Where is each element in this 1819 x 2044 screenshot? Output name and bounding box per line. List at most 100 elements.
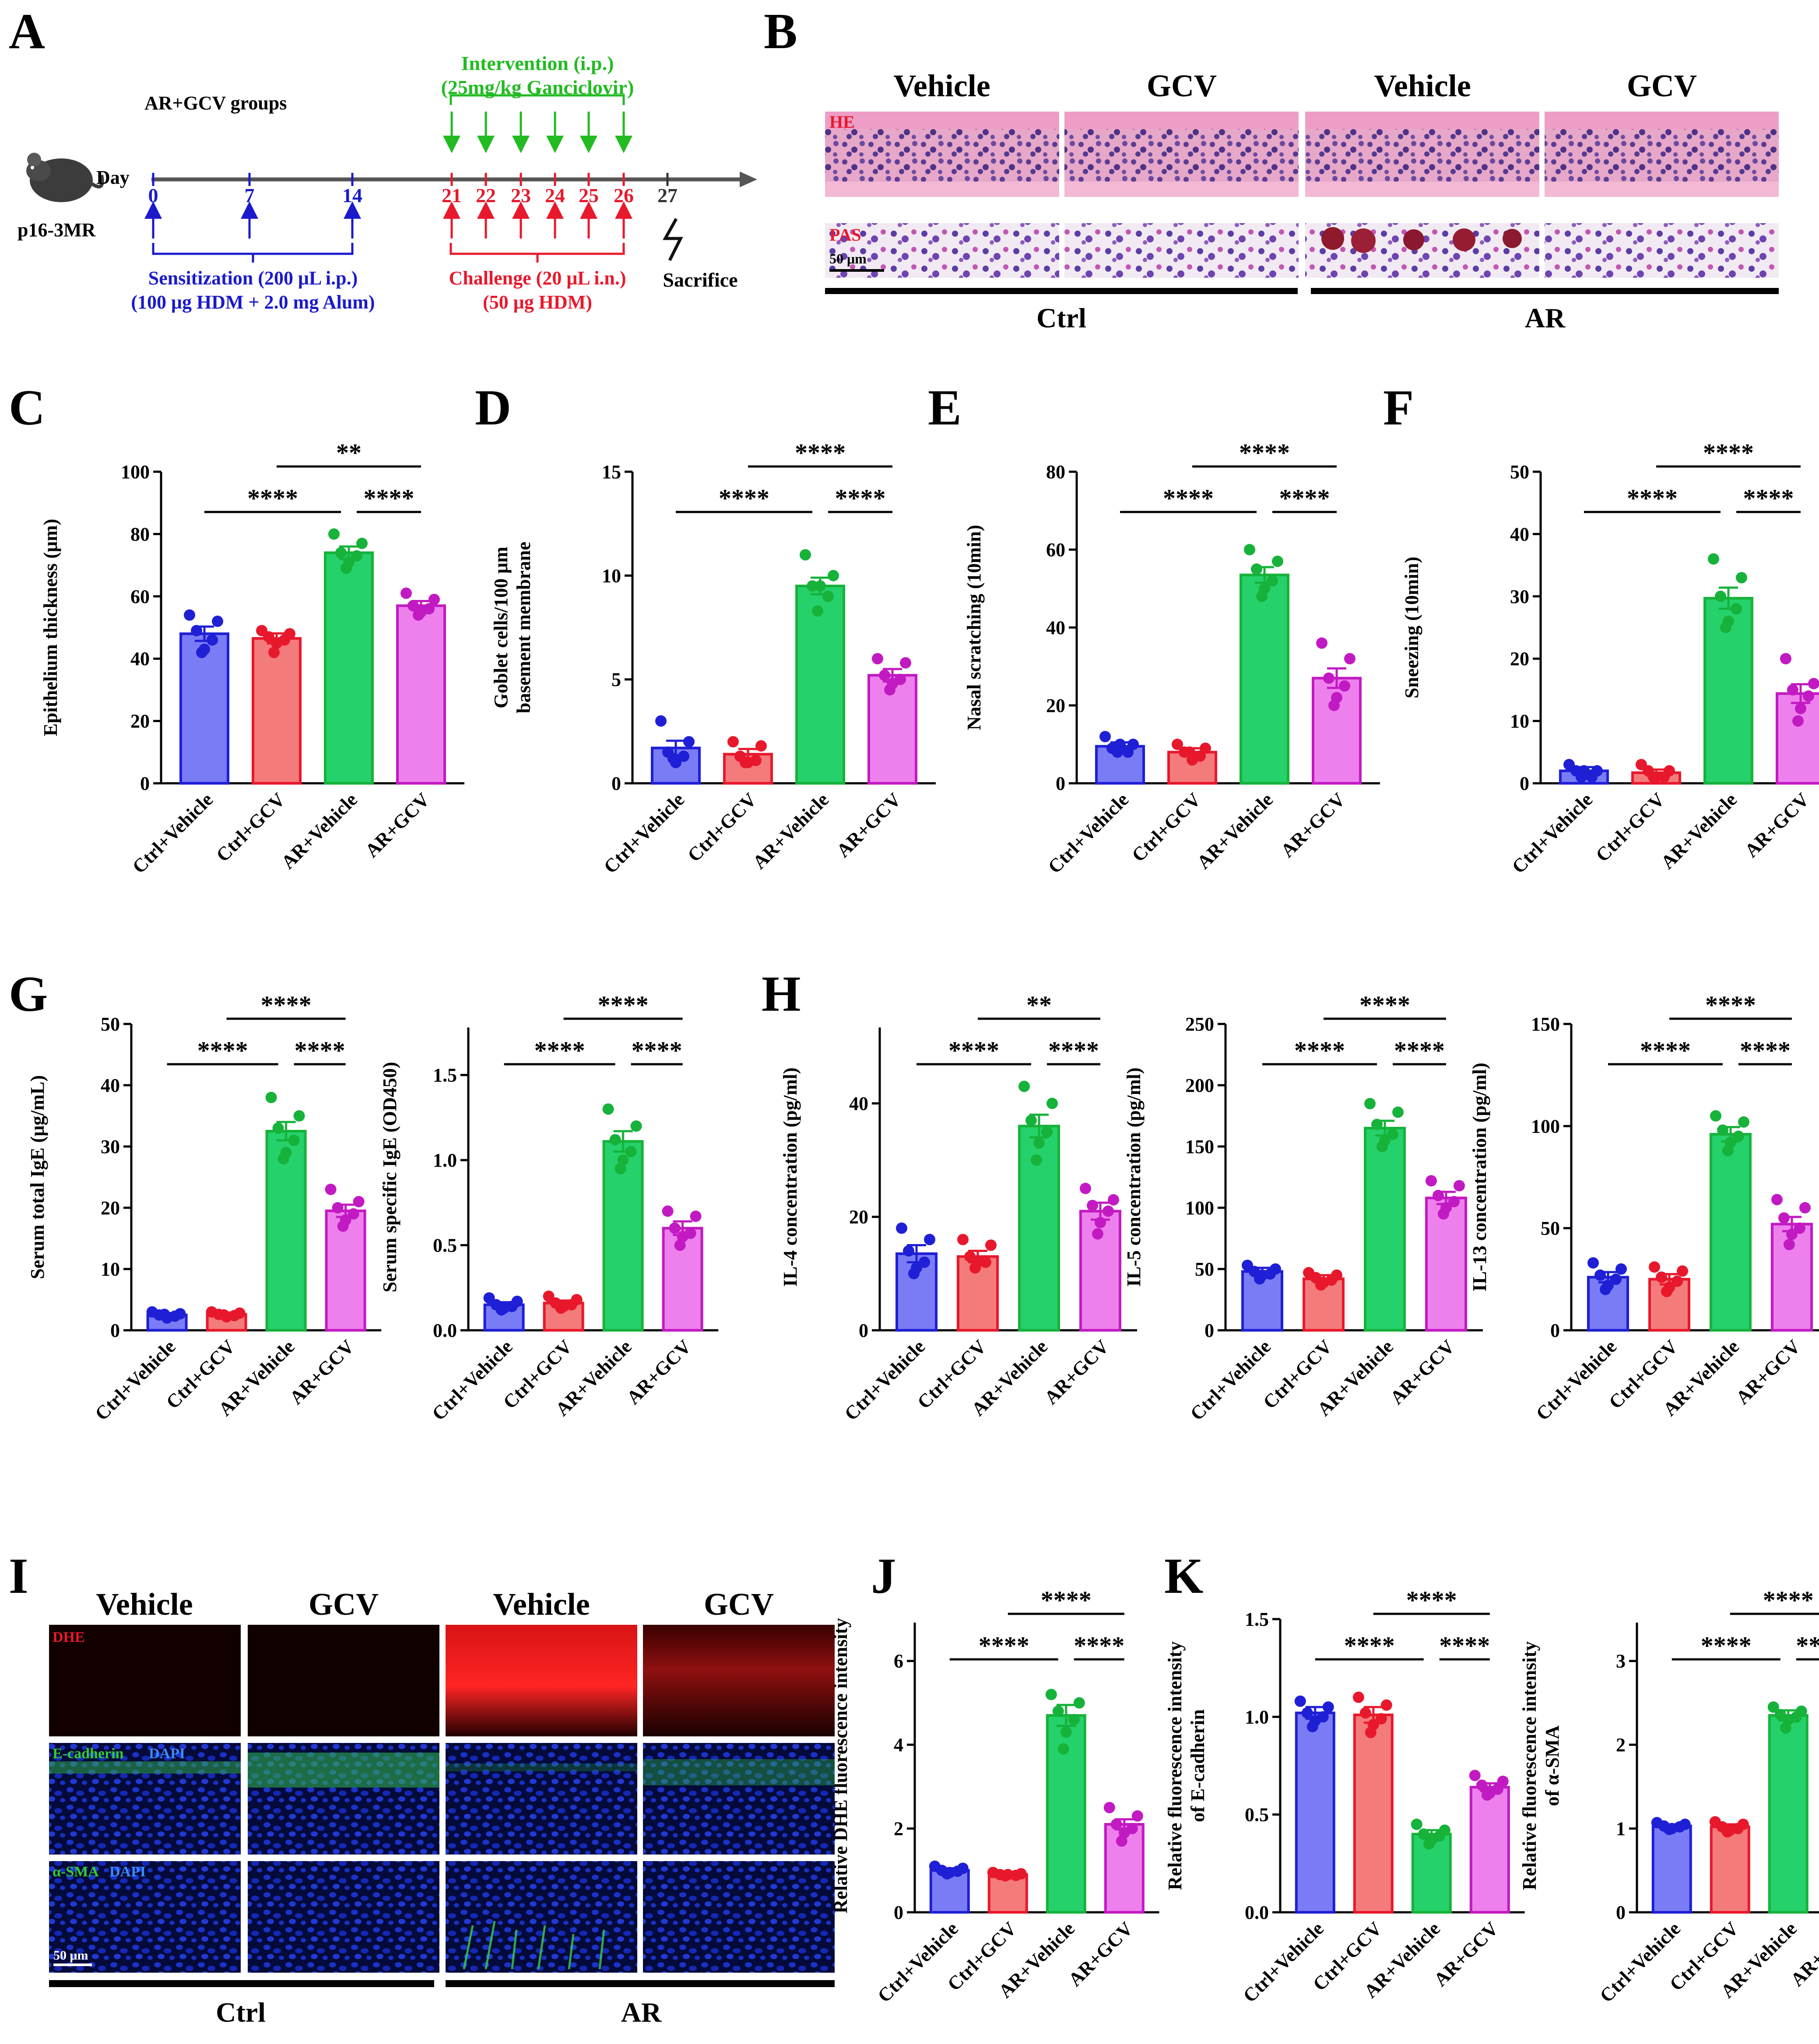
dapi-label: DAPI [149,1746,185,1762]
data-point [969,1262,981,1274]
day-number: 0 [148,184,158,207]
x-tick-label: Ctrl+Vehicle [1532,1336,1621,1424]
data-point [1087,1199,1098,1211]
data-point [1767,1701,1779,1713]
data-point [1481,1789,1493,1801]
data-point [1426,1175,1437,1187]
y-tick-label: 2 [1616,1734,1626,1756]
asma-label: α-SMA [53,1864,99,1880]
data-point [1808,678,1819,690]
data-point [1080,1182,1091,1194]
y-axis-label: Relative fluorescence intensity [1519,1641,1540,1890]
data-point [495,1304,507,1316]
y-tick-label: 30 [1510,586,1529,607]
data-point [662,1205,674,1217]
data-point [1267,575,1278,587]
x-tick-label: Ctrl+Vehicle [874,1918,962,2006]
ar-group-label: AR [621,1997,662,2028]
data-point [555,1302,567,1314]
data-point [328,528,340,540]
chart-g1: G 0 10 20 30 40 50 Serum total IgE (μg/mL) Ctrl+… [9,966,382,1425]
chart-e: E 0 20 40 60 80 Nasal scratching (10min) Ctrl+V… [928,380,1380,878]
y-tick-label: 0.0 [433,1320,457,1341]
fluorescence-column-headers: Vehicle GCV Vehicle GCV [96,1587,774,1622]
y-tick-label: 0 [140,773,150,794]
day-number: 7 [245,184,255,207]
bar [1240,573,1289,785]
bar [1079,1210,1121,1332]
data-point [218,1309,230,1321]
data-point [1316,637,1327,649]
timeline-arrowhead [740,172,757,187]
chart-d: D 0 5 10 15 Goblet cells/100 μm basement membr… [475,380,936,878]
data-point [1418,1828,1429,1840]
ctrl-group-bar [825,288,1298,294]
y-tick-label: 40 [1046,617,1065,638]
y-axis-label: IL-5 concentration (pg/ml) [1123,1067,1145,1287]
y-tick-label: 10 [101,1259,120,1280]
data-point [263,631,274,643]
fluorescence-column-header: GCV [704,1587,774,1622]
scale-bar-label: 50 μm [53,1948,88,1963]
y-tick-label: 200 [1185,1075,1214,1096]
chart-h2: 0 50 100 150 200 250 IL-5 concentration (pg/ml… [1123,991,1483,1425]
data-point [1244,544,1255,555]
y-tick-label: 100 [1185,1197,1214,1219]
bar [1364,1127,1406,1332]
significance-label: **** [1703,438,1754,467]
data-point [1469,1770,1481,1781]
data-point [272,1122,284,1134]
bar [1651,1824,1692,1914]
data-point [1052,1705,1064,1717]
y-tick-label: 0 [1056,773,1065,794]
data-point [1794,1222,1805,1234]
significance-label: **** [1163,484,1214,512]
y-tick-label: 0 [894,1902,903,1923]
x-tick-label: AR+GCV [1277,789,1350,862]
data-point [1594,1269,1606,1281]
timeline-ticks: 0 7 14 21 22 23 24 25 26 27 [144,112,678,238]
data-point [1068,1714,1080,1725]
y-tick-label: 1.5 [433,1065,457,1086]
y-tick-label: 100 [1531,1115,1560,1137]
y-axis-label: basement membrane [513,542,534,713]
data-point [1099,731,1111,743]
x-tick-label: AR+Vehicle [1193,789,1277,873]
panel-letter: J [871,1548,896,1604]
significance-label: ** [336,438,362,467]
significance-label: **** [835,484,886,512]
panel-letter: C [9,380,45,435]
x-tick-label: AR+GCV [1741,789,1814,862]
day-number: 24 [545,184,565,207]
data-point [1377,1141,1388,1152]
x-tick-label: Ctrl+Vehicle [428,1336,516,1424]
data-point [1092,1228,1103,1240]
data-point [896,1222,907,1234]
day-number: 27 [657,184,678,207]
data-point [625,1146,637,1157]
intervention-line1: Intervention (i.p.) [461,52,614,74]
y-axis-label: Goblet cells/100 μm [490,547,512,708]
data-point [293,1110,305,1122]
data-point [740,757,751,768]
data-point [332,1202,344,1213]
data-point [1323,672,1334,684]
data-point [1733,1130,1744,1142]
y-tick-label: 1.5 [1245,1609,1269,1630]
data-point [1045,1689,1057,1700]
data-point [1131,1810,1143,1822]
x-tick-label: Ctrl+Vehicle [840,1336,929,1424]
y-tick-label: 2 [894,1818,903,1840]
bar [1241,1270,1283,1332]
data-point [879,670,890,681]
ecadherin-label: E-cadherin [53,1746,124,1762]
data-point [1344,653,1355,665]
data-point [1301,1707,1313,1719]
x-tick-label: Ctrl+Vehicle [1044,789,1133,877]
data-point [277,1153,289,1164]
bar [396,604,446,785]
sensitization-line1: Sensitization (200 μL i.p.) [148,267,358,289]
data-point [1786,1228,1798,1240]
data-point [602,1103,614,1115]
y-tick-label: 50 [1510,461,1529,483]
